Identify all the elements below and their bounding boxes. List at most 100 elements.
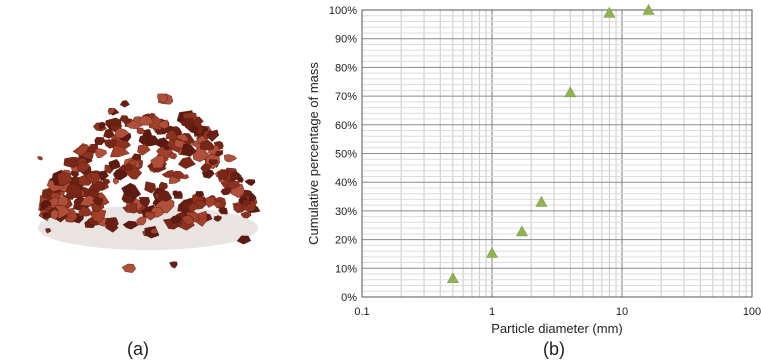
rock-fragment xyxy=(63,156,80,168)
data-points xyxy=(446,3,655,284)
rock-fragment xyxy=(102,178,111,185)
rock-fragment xyxy=(157,93,169,104)
rock-fragment xyxy=(178,156,196,170)
rock-fragment xyxy=(244,179,256,187)
particle-size-chart: 0% 10% 20% 30% 40% 50% 60% 70% 80% 90% 100% 0.1 1 10… xyxy=(306,3,761,336)
rock-fragment xyxy=(169,261,178,269)
rock-fragment xyxy=(138,115,155,126)
rock-fragment xyxy=(90,202,105,213)
rock-fragment xyxy=(157,119,170,130)
rock-fragment xyxy=(41,201,50,209)
rock-fragment xyxy=(125,119,143,130)
rock-fragment xyxy=(138,134,151,146)
rock-fragment xyxy=(92,196,104,207)
rock-fragment xyxy=(187,202,199,213)
rock-fragment xyxy=(103,127,115,139)
x-tick-label: 100 xyxy=(743,306,761,318)
rock-fragment xyxy=(226,180,240,189)
rock-fragment xyxy=(119,115,130,124)
x-axis-title: Particle diameter (mm) xyxy=(491,321,622,336)
data-point-marker xyxy=(485,246,499,258)
rock-fragment xyxy=(214,200,223,209)
rock-fragment xyxy=(57,195,69,207)
rock-fragment xyxy=(208,159,218,166)
rock-fragment xyxy=(218,207,228,215)
chart-grid xyxy=(361,9,753,298)
rock-fragment xyxy=(128,159,138,166)
data-point-marker xyxy=(515,225,528,237)
rock-fragment xyxy=(224,154,237,163)
rock-fragment xyxy=(138,196,151,208)
y-tick-label: 80% xyxy=(335,62,357,74)
rock-fragment xyxy=(243,189,253,197)
y-tick-label: 10% xyxy=(335,263,357,275)
y-tick-label: 40% xyxy=(335,177,357,189)
rock-fragment xyxy=(199,139,215,151)
y-tick-label: 90% xyxy=(335,34,357,46)
rock-fragment xyxy=(57,171,73,186)
rock-fragment xyxy=(206,129,220,142)
y-tick-label: 70% xyxy=(335,91,357,103)
rock-fragment xyxy=(217,169,230,181)
y-axis-title: Cumulative percentage of mass xyxy=(306,62,321,245)
rock-fragment xyxy=(45,228,52,234)
rock-fragment xyxy=(180,118,195,128)
plot-frame xyxy=(361,9,753,298)
x-tick-label: 1 xyxy=(489,306,495,318)
data-point-marker xyxy=(564,86,577,98)
data-point-marker xyxy=(642,3,655,15)
rock-fragment xyxy=(65,183,82,198)
rock-fragment xyxy=(98,121,106,130)
rock-fragment xyxy=(108,158,121,171)
rock-photo xyxy=(37,93,261,273)
rock-fragment xyxy=(215,149,224,157)
rock-fragment xyxy=(195,191,205,198)
rock-fragment xyxy=(84,171,102,185)
rock-fragment xyxy=(172,190,180,197)
rock-fragment xyxy=(213,215,222,222)
rock-fragment xyxy=(94,148,107,159)
rock-fragment xyxy=(123,163,133,171)
x-tick-label: 0.1 xyxy=(354,306,369,318)
rock-fragment xyxy=(165,130,178,141)
rock-fragment xyxy=(161,170,175,179)
x-tick-label: 10 xyxy=(616,306,628,318)
rock-fragment xyxy=(122,203,138,214)
rock-fragment xyxy=(240,211,252,219)
rock-fragment xyxy=(107,108,116,115)
rock-fragment xyxy=(200,163,212,174)
rock-fragment xyxy=(181,174,190,180)
panel-label-a: (a) xyxy=(127,339,149,359)
y-tick-label: 50% xyxy=(335,149,357,161)
rock-fragment xyxy=(121,263,137,273)
rock-fragment xyxy=(236,235,252,245)
rock-fragment xyxy=(114,127,130,139)
rock-fragment xyxy=(50,209,60,221)
rock-fragment xyxy=(104,217,119,229)
rock-fragment xyxy=(229,171,243,181)
y-tick-label: 0% xyxy=(341,292,357,304)
rock-fragment xyxy=(157,189,173,202)
rock-fragment xyxy=(194,199,207,210)
rock-fragment xyxy=(136,127,146,135)
rock-fragment xyxy=(188,125,199,134)
rock-fragment xyxy=(181,214,195,226)
rock-fragment xyxy=(205,196,218,208)
data-point-marker xyxy=(446,272,459,284)
rock-fragment xyxy=(103,139,117,149)
rock-fragment xyxy=(158,181,168,192)
rock-fragment xyxy=(170,215,182,224)
rock-pile xyxy=(37,93,261,273)
rock-fragment xyxy=(144,211,156,221)
x-axis-ticks: 0.1 1 10 100 xyxy=(354,306,761,318)
rock-fragment xyxy=(150,155,165,169)
y-tick-label: 30% xyxy=(335,206,357,218)
y-tick-label: 100% xyxy=(329,5,357,17)
y-tick-label: 60% xyxy=(335,120,357,132)
data-point-marker xyxy=(535,195,548,207)
y-axis-ticks: 0% 10% 20% 30% 40% 50% 60% 70% 80% 90% 100% xyxy=(329,5,357,304)
rock-fragment xyxy=(149,227,159,235)
rock-fragment xyxy=(137,144,151,156)
rock-fragment xyxy=(37,156,44,161)
y-tick-label: 20% xyxy=(335,235,357,247)
